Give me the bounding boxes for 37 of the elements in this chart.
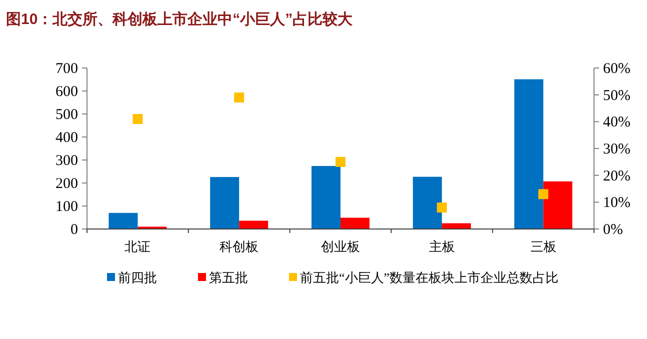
bar — [239, 220, 268, 229]
y-tick-label: 300 — [56, 153, 78, 169]
point — [538, 189, 548, 200]
point — [132, 114, 143, 124]
x-tick-label: 北证 — [124, 239, 151, 254]
bar — [514, 79, 544, 229]
y2-tick-label: 50% — [603, 88, 630, 104]
legend-label: 第五批 — [209, 270, 248, 285]
bar — [108, 212, 138, 229]
y2-tick-label: 30% — [603, 142, 630, 158]
y2-tick-label: 10% — [603, 195, 630, 212]
y2-tick-label: 40% — [603, 114, 630, 131]
chart-title: 图10：北交所、科创板上市企业中“小巨人”占比较大 — [6, 10, 354, 28]
y-tick-label: 700 — [56, 61, 78, 77]
bar — [312, 166, 340, 229]
bar — [543, 181, 572, 229]
bar — [210, 177, 240, 229]
y-tick-label: 600 — [56, 84, 78, 100]
y-tick-label: 200 — [56, 176, 78, 192]
x-tick-label: 科创板 — [220, 239, 259, 254]
y-tick-label: 0 — [70, 222, 78, 238]
point — [436, 202, 447, 213]
bar — [340, 218, 370, 229]
legend-label: 前四批 — [118, 270, 157, 285]
y2-tick-label: 0% — [603, 222, 623, 238]
x-tick-label: 三板 — [530, 239, 556, 254]
y2-tick-label: 60% — [603, 61, 630, 77]
bar — [412, 176, 442, 229]
x-tick-label: 主板 — [428, 239, 455, 254]
legend-label: 前五批“小巨人”数量在板块上市企业总数占比 — [300, 270, 559, 285]
y-tick-label: 100 — [56, 199, 78, 215]
y-tick-label: 500 — [56, 107, 78, 123]
y2-tick-label: 20% — [603, 168, 630, 184]
y-tick-label: 400 — [56, 130, 78, 146]
point — [234, 92, 244, 103]
x-tick-label: 创业板 — [321, 239, 360, 254]
point — [336, 156, 346, 167]
